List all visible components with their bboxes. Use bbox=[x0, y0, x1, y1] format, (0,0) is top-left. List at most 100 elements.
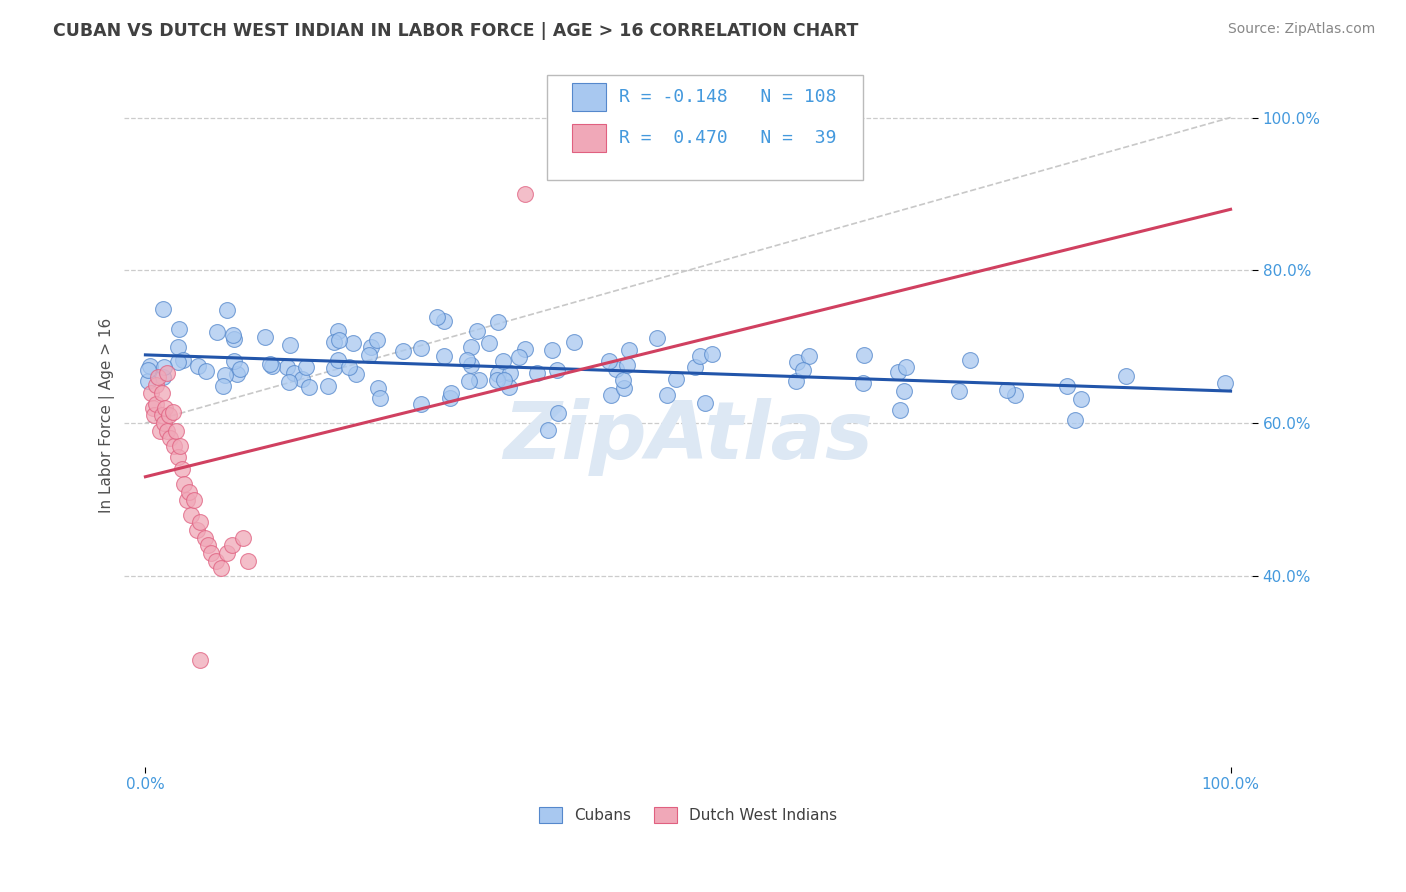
Point bbox=[298, 380, 321, 394]
Point bbox=[439, 391, 461, 405]
Point bbox=[295, 359, 318, 374]
Point bbox=[177, 484, 200, 499]
Point bbox=[194, 364, 217, 378]
Text: Source: ZipAtlas.com: Source: ZipAtlas.com bbox=[1227, 22, 1375, 37]
Point bbox=[150, 385, 173, 400]
Point bbox=[486, 315, 509, 329]
Point bbox=[323, 335, 346, 350]
Point bbox=[391, 344, 413, 359]
Point bbox=[169, 439, 191, 453]
Point bbox=[221, 538, 243, 552]
Point bbox=[1056, 379, 1078, 393]
Point bbox=[211, 379, 233, 393]
Point bbox=[283, 366, 305, 380]
Point bbox=[159, 431, 181, 445]
Point bbox=[253, 330, 276, 344]
Point bbox=[153, 359, 176, 374]
Point bbox=[148, 424, 170, 438]
Point bbox=[276, 359, 298, 374]
Point bbox=[515, 186, 537, 201]
Point bbox=[486, 368, 509, 382]
Point bbox=[409, 397, 432, 411]
Point bbox=[145, 378, 167, 392]
Point bbox=[852, 376, 875, 390]
Point bbox=[153, 401, 176, 415]
Point bbox=[172, 462, 194, 476]
Point bbox=[683, 359, 706, 374]
Point bbox=[143, 409, 166, 423]
Point bbox=[792, 363, 814, 377]
Point bbox=[183, 492, 205, 507]
Legend: Cubans, Dutch West Indians: Cubans, Dutch West Indians bbox=[533, 801, 844, 830]
Point bbox=[136, 362, 159, 376]
Point bbox=[222, 354, 245, 368]
Point bbox=[494, 373, 516, 387]
Point bbox=[541, 343, 564, 358]
Point bbox=[209, 561, 232, 575]
Point bbox=[465, 324, 488, 338]
Point bbox=[893, 384, 915, 399]
Point bbox=[337, 360, 360, 375]
Point bbox=[458, 374, 481, 388]
Point bbox=[360, 340, 382, 354]
Point bbox=[323, 361, 346, 376]
Point bbox=[259, 357, 281, 371]
Point bbox=[456, 352, 478, 367]
Point bbox=[612, 381, 634, 395]
Point bbox=[232, 531, 254, 545]
Point bbox=[326, 352, 349, 367]
Point bbox=[546, 363, 568, 377]
Point bbox=[316, 379, 339, 393]
Point bbox=[167, 322, 190, 336]
Y-axis label: In Labor Force | Age > 16: In Labor Force | Age > 16 bbox=[100, 318, 115, 513]
Point bbox=[165, 424, 187, 438]
Point bbox=[197, 538, 219, 552]
Point bbox=[357, 348, 380, 362]
FancyBboxPatch shape bbox=[572, 124, 606, 152]
Point bbox=[600, 388, 623, 402]
Point bbox=[665, 372, 688, 386]
Point bbox=[153, 416, 176, 430]
Point bbox=[492, 354, 515, 368]
Point bbox=[440, 385, 463, 400]
Point bbox=[1064, 413, 1087, 427]
Point bbox=[167, 340, 190, 354]
Point bbox=[695, 396, 717, 410]
Point bbox=[655, 388, 678, 402]
Point bbox=[1070, 392, 1092, 406]
Point bbox=[547, 406, 569, 420]
Point bbox=[478, 335, 501, 350]
Text: R =  0.470   N =  39: R = 0.470 N = 39 bbox=[619, 128, 837, 147]
Point bbox=[139, 385, 162, 400]
Point bbox=[205, 325, 228, 339]
Point bbox=[215, 546, 238, 560]
Point bbox=[328, 333, 350, 347]
Point bbox=[277, 375, 299, 389]
Point bbox=[616, 358, 638, 372]
Point bbox=[948, 384, 970, 399]
Point bbox=[1213, 376, 1236, 391]
Point bbox=[291, 371, 314, 385]
Point bbox=[176, 492, 198, 507]
Point bbox=[498, 380, 520, 394]
Point bbox=[228, 362, 250, 376]
Point bbox=[152, 302, 174, 317]
Point bbox=[344, 367, 367, 381]
Point bbox=[1115, 369, 1137, 384]
Point bbox=[173, 477, 195, 491]
Point bbox=[889, 403, 911, 417]
Point bbox=[186, 523, 208, 537]
Point bbox=[157, 409, 180, 423]
Point bbox=[172, 352, 194, 367]
FancyBboxPatch shape bbox=[547, 75, 863, 180]
Point bbox=[995, 384, 1018, 398]
Point bbox=[156, 367, 179, 381]
Point bbox=[152, 370, 174, 384]
Point bbox=[142, 401, 165, 415]
Point bbox=[612, 373, 634, 387]
Point bbox=[139, 359, 162, 373]
Point bbox=[689, 349, 711, 363]
Point bbox=[162, 439, 184, 453]
Point bbox=[150, 409, 173, 423]
Point bbox=[167, 450, 190, 465]
